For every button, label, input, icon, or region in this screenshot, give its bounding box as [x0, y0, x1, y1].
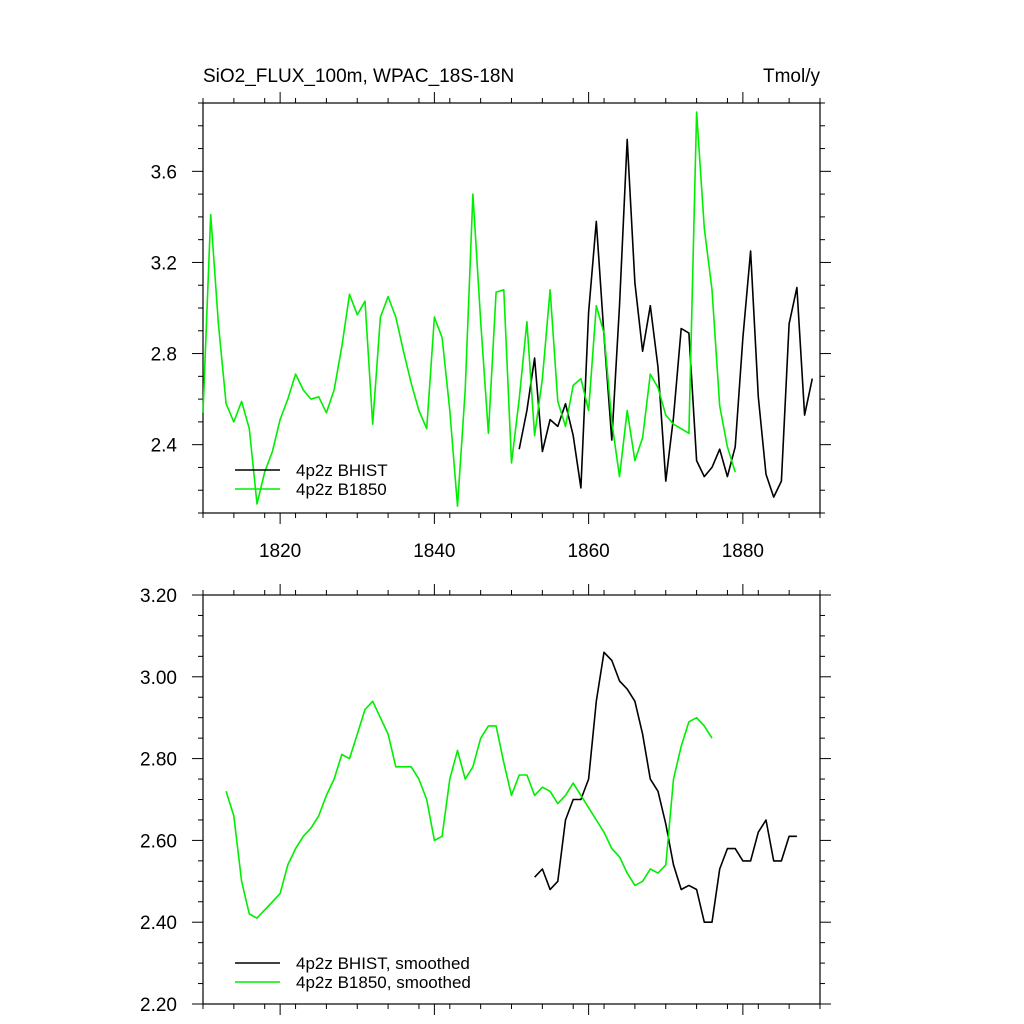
- bottom-chart: 2.20 2.40 2.60 2.80 3.00 3.20 4p2z BHIST, smoo…: [140, 584, 831, 1016]
- legend-label: 4p2z BHIST, smoothed: [296, 954, 470, 973]
- top-chart: 1820 1840 1860 1880 2.4 2.8 3.2 3.6 4p2z BHIST4p…: [151, 92, 831, 562]
- series-line-b1850: [225, 700, 713, 919]
- y-tick-label: 3.6: [151, 162, 177, 183]
- y-tick-label: 2.80: [140, 750, 177, 771]
- series-line-bhist: [518, 138, 814, 498]
- x-tick-label: 1860: [567, 541, 609, 562]
- series-line-bhist: [534, 651, 797, 924]
- y-tick-label: 2.40: [140, 913, 177, 934]
- x-tick-label: 1880: [722, 541, 764, 562]
- y-tick-label: 2.60: [140, 831, 177, 852]
- y-tick-label: 2.8: [151, 345, 177, 366]
- y-tick-label: 3.00: [140, 668, 177, 689]
- top-chart-title: SiO2_FLUX_100m, WPAC_18S-18N: [203, 66, 514, 87]
- plot-frame: [202, 594, 821, 1005]
- legend-label: 4p2z B1850: [296, 480, 387, 499]
- series-line-b1850: [202, 111, 736, 508]
- legend-label: 4p2z B1850, smoothed: [296, 973, 471, 992]
- x-tick-label: 1820: [259, 541, 301, 562]
- y-tick-label: 2.20: [140, 995, 177, 1016]
- y-tick-label: 3.2: [151, 253, 177, 274]
- legend-label: 4p2z BHIST: [296, 461, 388, 480]
- y-tick-label: 2.4: [151, 436, 178, 457]
- x-tick-label: 1840: [413, 541, 455, 562]
- y-tick-label: 3.20: [140, 586, 177, 607]
- top-chart-units: Tmol/y: [763, 66, 821, 87]
